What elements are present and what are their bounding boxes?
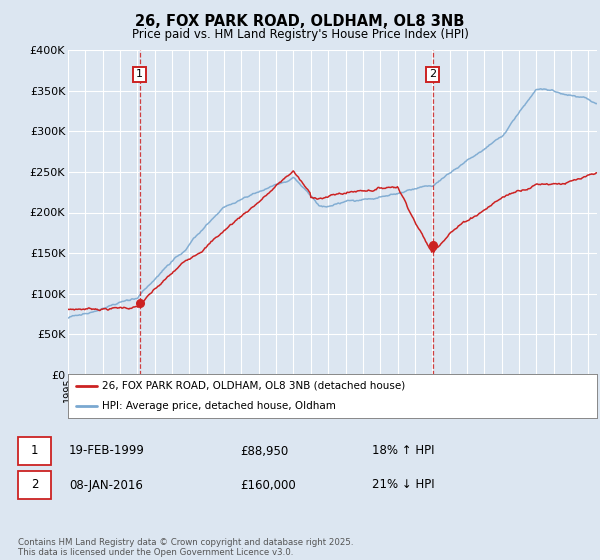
Text: 26, FOX PARK ROAD, OLDHAM, OL8 3NB (detached house): 26, FOX PARK ROAD, OLDHAM, OL8 3NB (deta… bbox=[103, 381, 406, 391]
Text: 26, FOX PARK ROAD, OLDHAM, OL8 3NB: 26, FOX PARK ROAD, OLDHAM, OL8 3NB bbox=[136, 14, 464, 29]
Text: 1: 1 bbox=[31, 445, 38, 458]
Text: £160,000: £160,000 bbox=[240, 478, 296, 492]
Text: 19-FEB-1999: 19-FEB-1999 bbox=[69, 445, 145, 458]
Text: 1: 1 bbox=[136, 69, 143, 80]
Text: 2: 2 bbox=[429, 69, 436, 80]
Text: HPI: Average price, detached house, Oldham: HPI: Average price, detached house, Oldh… bbox=[103, 401, 336, 411]
Text: 08-JAN-2016: 08-JAN-2016 bbox=[69, 478, 143, 492]
Text: Price paid vs. HM Land Registry's House Price Index (HPI): Price paid vs. HM Land Registry's House … bbox=[131, 28, 469, 41]
Text: Contains HM Land Registry data © Crown copyright and database right 2025.
This d: Contains HM Land Registry data © Crown c… bbox=[18, 538, 353, 557]
Text: 21% ↓ HPI: 21% ↓ HPI bbox=[372, 478, 434, 492]
Text: £88,950: £88,950 bbox=[240, 445, 288, 458]
FancyBboxPatch shape bbox=[18, 472, 51, 498]
Text: 18% ↑ HPI: 18% ↑ HPI bbox=[372, 445, 434, 458]
FancyBboxPatch shape bbox=[18, 437, 51, 465]
Text: 2: 2 bbox=[31, 478, 38, 492]
